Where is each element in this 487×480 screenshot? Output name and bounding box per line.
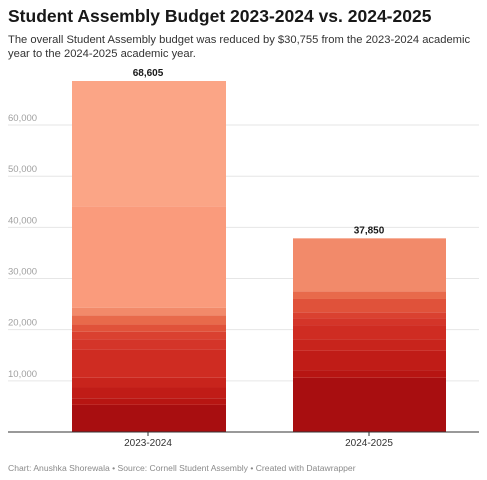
y-tick-label: 20,000 [8, 318, 37, 329]
bar-segment [72, 377, 226, 388]
bars [72, 81, 446, 432]
bar-segment [293, 291, 446, 299]
x-category-label: 2024-2025 [345, 438, 393, 449]
x-category-label: 2023-2024 [124, 438, 172, 449]
y-tick-label: 50,000 [8, 164, 37, 175]
bar-segment [72, 324, 226, 332]
y-tick-label: 40,000 [8, 215, 37, 226]
bar-segment [72, 404, 226, 432]
bar-segment [72, 398, 226, 405]
bar-segment [293, 377, 446, 432]
bar-segment [72, 331, 226, 340]
bar-total-label: 68,605 [133, 68, 164, 79]
chart-subtitle: The overall Student Assembly budget was … [8, 34, 471, 60]
bar-segment [293, 298, 446, 313]
bar-segment [72, 307, 226, 316]
bar-segment [293, 339, 446, 351]
bar-segment [293, 350, 446, 371]
bar-segment [293, 370, 446, 378]
chart-title: Student Assembly Budget 2023-2024 vs. 20… [8, 6, 432, 26]
y-tick-label: 30,000 [8, 267, 37, 278]
bar-segment [293, 238, 446, 292]
bar-segment [72, 387, 226, 399]
bar-segment [72, 339, 226, 350]
y-tick-label: 10,000 [8, 369, 37, 380]
y-tick-label: 60,000 [8, 113, 37, 124]
bar-segment [72, 81, 226, 207]
bar-segment [72, 206, 226, 308]
bar-total-label: 37,850 [354, 225, 385, 236]
bar-segment [293, 312, 446, 319]
bar-segment [293, 325, 446, 340]
chart-footer: Chart: Anushka Shorewala • Source: Corne… [8, 463, 356, 473]
bar-segment [72, 315, 226, 325]
labels: 10,000 20,000 30,000 40,000 50,000 60,000 68,6… [8, 68, 479, 449]
bar-segment [72, 349, 226, 378]
bar-segment [293, 318, 446, 326]
